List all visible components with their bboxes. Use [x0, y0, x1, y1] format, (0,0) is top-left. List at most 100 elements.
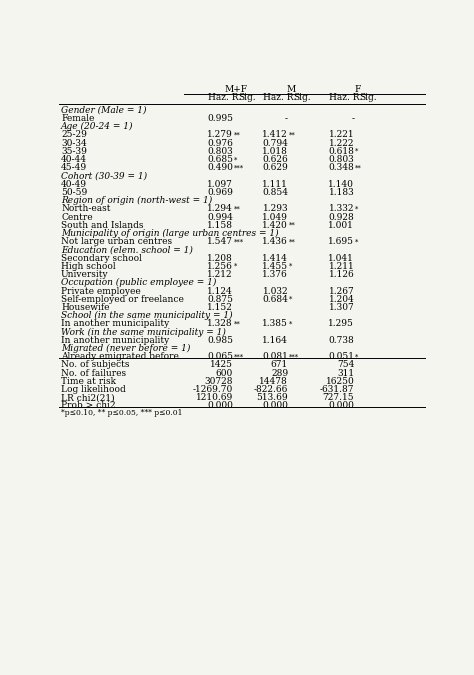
Text: 40-44: 40-44: [61, 155, 87, 164]
Text: Sig.: Sig.: [293, 93, 310, 102]
Text: In another municipality: In another municipality: [61, 335, 169, 345]
Text: **: **: [234, 205, 240, 213]
Text: 1.001: 1.001: [328, 221, 354, 230]
Text: 1.279: 1.279: [207, 130, 233, 140]
Text: 1.221: 1.221: [328, 130, 354, 140]
Text: Age (20-24 = 1): Age (20-24 = 1): [61, 122, 134, 132]
Text: 1.140: 1.140: [328, 180, 354, 189]
Text: 0.000: 0.000: [328, 402, 354, 410]
Text: 1.158: 1.158: [207, 221, 233, 230]
Text: 289: 289: [271, 369, 288, 377]
Text: High school: High school: [61, 262, 116, 271]
Text: 1.041: 1.041: [328, 254, 354, 263]
Text: Female: Female: [61, 114, 94, 123]
Text: Haz. R.: Haz. R.: [263, 93, 296, 102]
Text: Haz. R.: Haz. R.: [329, 93, 363, 102]
Text: 727.15: 727.15: [323, 394, 354, 402]
Text: University: University: [61, 270, 109, 279]
Text: 754: 754: [337, 360, 354, 369]
Text: 1.267: 1.267: [328, 286, 354, 296]
Text: In another municipality: In another municipality: [61, 319, 169, 328]
Text: ***: ***: [234, 238, 244, 246]
Text: -822.66: -822.66: [254, 385, 288, 394]
Text: 1.126: 1.126: [328, 270, 354, 279]
Text: *: *: [234, 156, 237, 164]
Text: 1.412: 1.412: [263, 130, 288, 140]
Text: Migrated (never before = 1): Migrated (never before = 1): [61, 344, 191, 353]
Text: M: M: [287, 85, 296, 94]
Text: 1.049: 1.049: [262, 213, 288, 221]
Text: Housewife: Housewife: [61, 303, 109, 312]
Text: 16250: 16250: [326, 377, 354, 386]
Text: 0.348: 0.348: [328, 163, 354, 172]
Text: Municipality of origin (large urban centres = 1): Municipality of origin (large urban cent…: [61, 229, 279, 238]
Text: School (in the same municipality = 1): School (in the same municipality = 1): [61, 311, 233, 320]
Text: 1.307: 1.307: [328, 303, 354, 312]
Text: M+F: M+F: [225, 85, 248, 94]
Text: **: **: [234, 321, 240, 329]
Text: -1269.70: -1269.70: [193, 385, 233, 394]
Text: Haz. R.: Haz. R.: [208, 93, 241, 102]
Text: 0.803: 0.803: [207, 147, 233, 156]
Text: *: *: [355, 205, 358, 213]
Text: ***: ***: [234, 353, 244, 361]
Text: Secondary school: Secondary school: [61, 254, 142, 263]
Text: -: -: [351, 114, 354, 123]
Text: 0.854: 0.854: [262, 188, 288, 197]
Text: *: *: [355, 353, 358, 361]
Text: **: **: [234, 132, 240, 140]
Text: 0.626: 0.626: [263, 155, 288, 164]
Text: 0.994: 0.994: [207, 213, 233, 221]
Text: South and Islands: South and Islands: [61, 221, 144, 230]
Text: 14478: 14478: [259, 377, 288, 386]
Text: 1.376: 1.376: [263, 270, 288, 279]
Text: *: *: [234, 263, 237, 271]
Text: **: **: [355, 165, 362, 172]
Text: 311: 311: [337, 369, 354, 377]
Text: 0.490: 0.490: [207, 163, 233, 172]
Text: 0.629: 0.629: [263, 163, 288, 172]
Text: *: *: [355, 148, 358, 156]
Text: 1.294: 1.294: [207, 205, 233, 213]
Text: 25-29: 25-29: [61, 130, 87, 140]
Text: 1.097: 1.097: [207, 180, 233, 189]
Text: 0.738: 0.738: [328, 335, 354, 345]
Text: -631.87: -631.87: [320, 385, 354, 394]
Text: 1.018: 1.018: [262, 147, 288, 156]
Text: 1.212: 1.212: [208, 270, 233, 279]
Text: 1.183: 1.183: [328, 188, 354, 197]
Text: 1.256: 1.256: [207, 262, 233, 271]
Text: 0.684: 0.684: [262, 295, 288, 304]
Text: Sig.: Sig.: [238, 93, 255, 102]
Text: 0.875: 0.875: [207, 295, 233, 304]
Text: ***: ***: [289, 353, 299, 361]
Text: 1.436: 1.436: [263, 237, 288, 246]
Text: 1.295: 1.295: [328, 319, 354, 328]
Text: North-east: North-east: [61, 205, 110, 213]
Text: 1.420: 1.420: [263, 221, 288, 230]
Text: 1210.69: 1210.69: [196, 394, 233, 402]
Text: 1.164: 1.164: [262, 335, 288, 345]
Text: 0.969: 0.969: [207, 188, 233, 197]
Text: 40-49: 40-49: [61, 180, 87, 189]
Text: 1.211: 1.211: [328, 262, 354, 271]
Text: LR chi2(21): LR chi2(21): [61, 394, 115, 402]
Text: 0.794: 0.794: [262, 138, 288, 148]
Text: 1.293: 1.293: [263, 205, 288, 213]
Text: 0.685: 0.685: [207, 155, 233, 164]
Text: 1.328: 1.328: [208, 319, 233, 328]
Text: 0.000: 0.000: [262, 402, 288, 410]
Text: Prob > chi2: Prob > chi2: [61, 402, 116, 410]
Text: Occupation (public employee = 1): Occupation (public employee = 1): [61, 278, 217, 288]
Text: ***: ***: [234, 165, 244, 172]
Text: Education (elem. school = 1): Education (elem. school = 1): [61, 246, 193, 254]
Text: Sig.: Sig.: [359, 93, 377, 102]
Text: -: -: [285, 114, 288, 123]
Text: 0.803: 0.803: [328, 155, 354, 164]
Text: Work (in the same municipality = 1): Work (in the same municipality = 1): [61, 327, 226, 337]
Text: *: *: [289, 263, 292, 271]
Text: 1.204: 1.204: [328, 295, 354, 304]
Text: 1.547: 1.547: [207, 237, 233, 246]
Text: 0.065: 0.065: [207, 352, 233, 361]
Text: Not large urban centres: Not large urban centres: [61, 237, 172, 246]
